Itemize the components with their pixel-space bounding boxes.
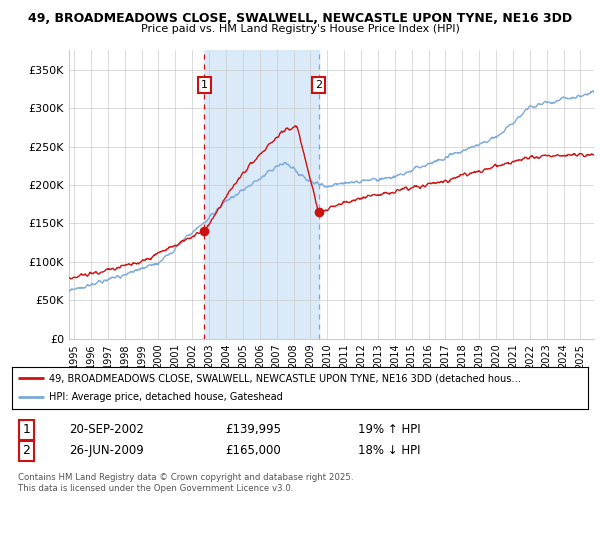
Text: Price paid vs. HM Land Registry's House Price Index (HPI): Price paid vs. HM Land Registry's House … [140, 24, 460, 34]
Text: £165,000: £165,000 [225, 444, 281, 458]
Text: Contains HM Land Registry data © Crown copyright and database right 2025.
This d: Contains HM Land Registry data © Crown c… [18, 473, 353, 493]
Text: £139,995: £139,995 [225, 423, 281, 436]
Text: 26-JUN-2009: 26-JUN-2009 [70, 444, 145, 458]
Text: 1: 1 [201, 80, 208, 90]
Bar [205, 50, 319, 339]
Text: 19% ↑ HPI: 19% ↑ HPI [358, 423, 420, 436]
Text: 20-SEP-2002: 20-SEP-2002 [70, 423, 145, 436]
Text: 2: 2 [315, 80, 322, 90]
Text: 1: 1 [22, 423, 31, 436]
Text: 49, BROADMEADOWS CLOSE, SWALWELL, NEWCASTLE UPON TYNE, NE16 3DD (detached hous…: 49, BROADMEADOWS CLOSE, SWALWELL, NEWCAS… [49, 373, 521, 383]
Text: HPI: Average price, detached house, Gateshead: HPI: Average price, detached house, Gate… [49, 393, 283, 403]
Text: 18% ↓ HPI: 18% ↓ HPI [358, 444, 420, 458]
Text: 49, BROADMEADOWS CLOSE, SWALWELL, NEWCASTLE UPON TYNE, NE16 3DD: 49, BROADMEADOWS CLOSE, SWALWELL, NEWCAS… [28, 12, 572, 25]
Text: 2: 2 [22, 444, 31, 458]
